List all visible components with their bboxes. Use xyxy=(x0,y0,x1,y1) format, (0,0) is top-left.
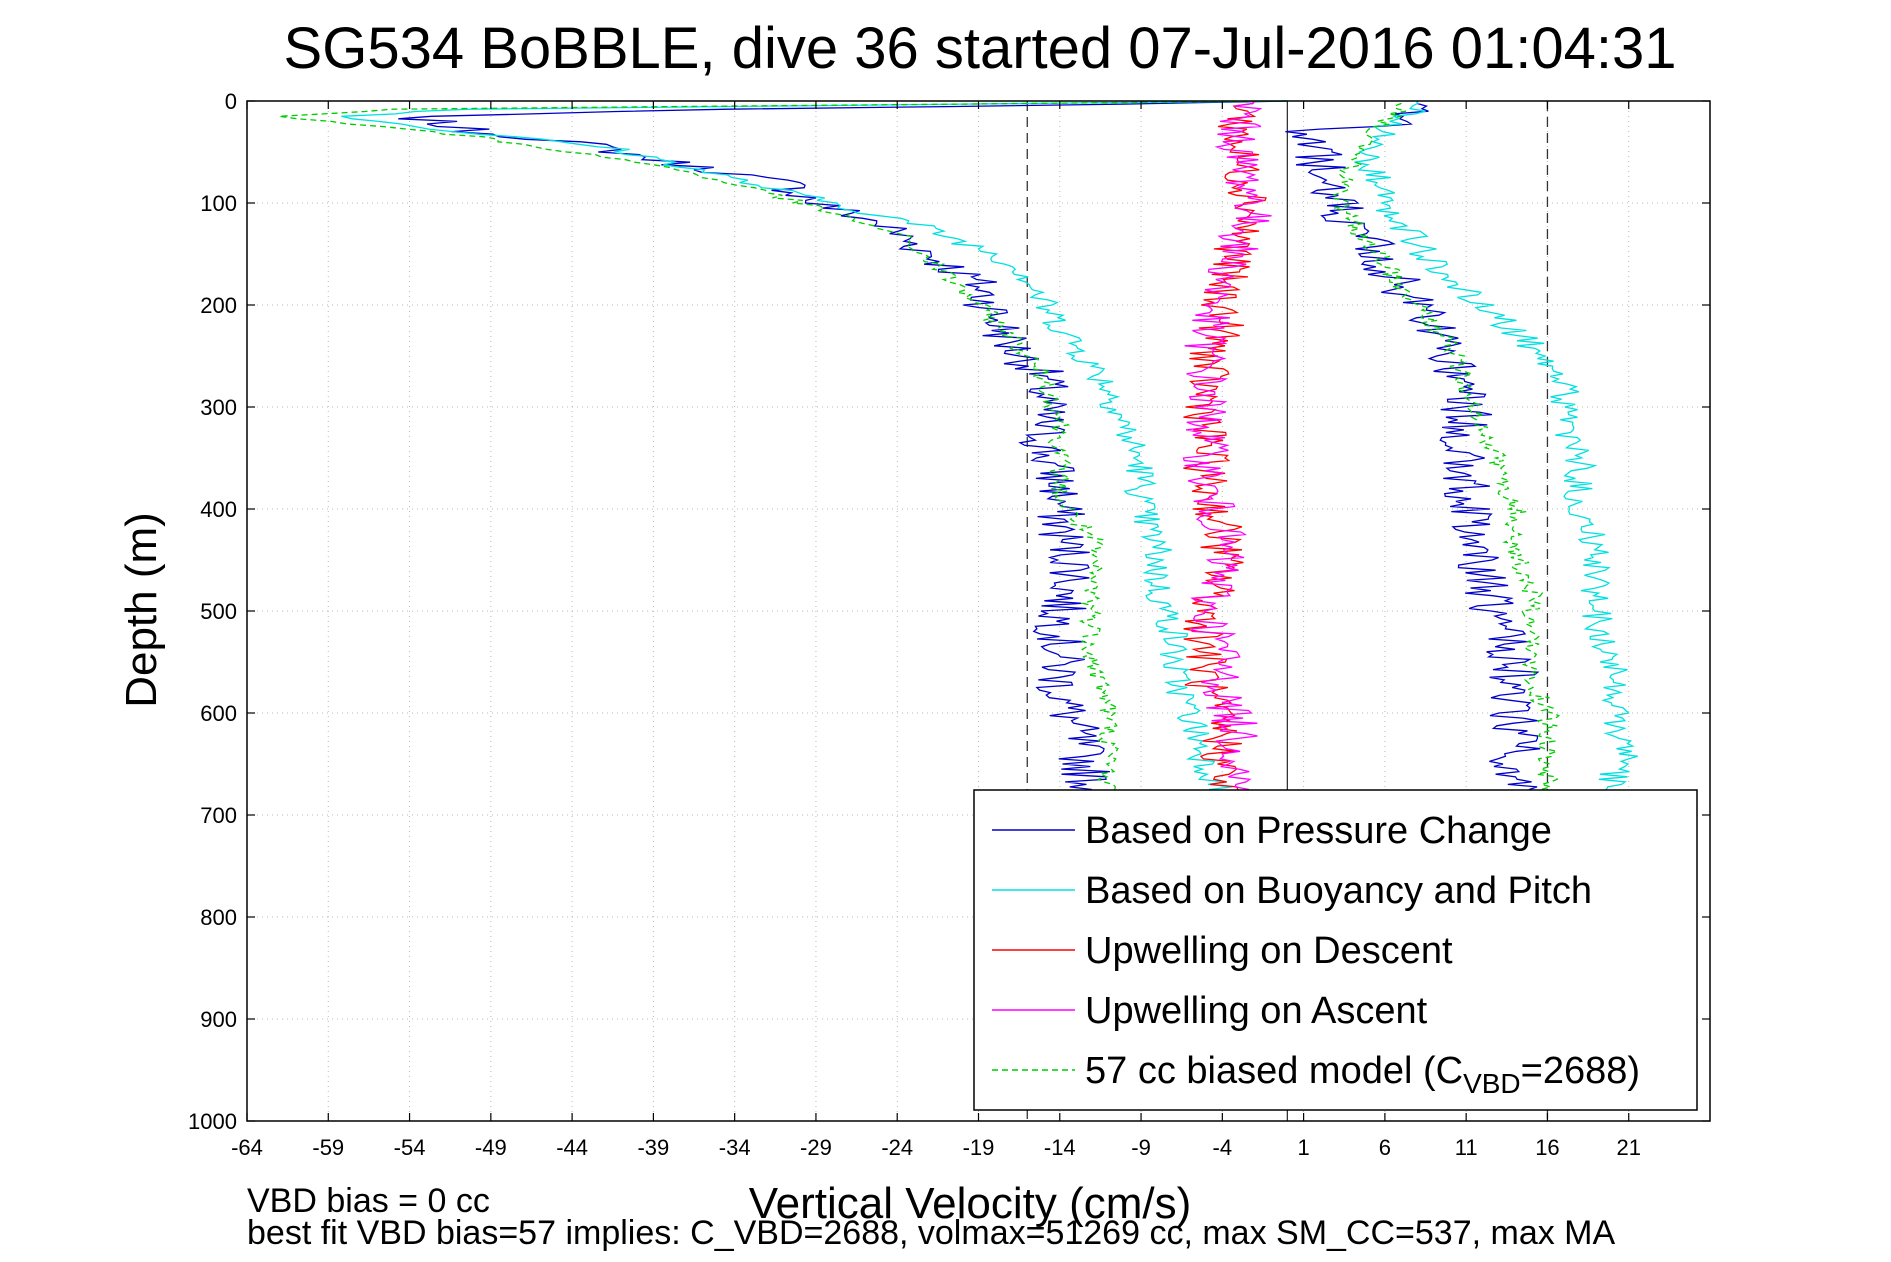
x-tick-label: -24 xyxy=(881,1135,913,1160)
series-line xyxy=(1182,100,1272,795)
x-tick-label: -44 xyxy=(556,1135,588,1160)
y-tick-label: 0 xyxy=(225,89,237,114)
x-tick-label: 6 xyxy=(1379,1135,1391,1160)
x-tick-label: -34 xyxy=(719,1135,751,1160)
series-line xyxy=(279,100,1560,796)
y-tick-label: 100 xyxy=(200,191,237,216)
x-tick-label: -64 xyxy=(231,1135,263,1160)
x-tick-label: -4 xyxy=(1213,1135,1233,1160)
x-tick-label: -19 xyxy=(963,1135,995,1160)
y-tick-label: 800 xyxy=(200,905,237,930)
x-tick-label: -49 xyxy=(475,1135,507,1160)
legend-label: Upwelling on Descent xyxy=(1085,930,1453,972)
x-tick-label: -29 xyxy=(800,1135,832,1160)
x-tick-label: -54 xyxy=(394,1135,426,1160)
legend-label: Based on Buoyancy and Pitch xyxy=(1085,870,1592,912)
x-tick-label: -14 xyxy=(1044,1135,1076,1160)
y-tick-label: 400 xyxy=(200,497,237,522)
x-tick-label: 16 xyxy=(1535,1135,1559,1160)
y-tick-label: 200 xyxy=(200,293,237,318)
legend-label: 57 cc biased model (CVBD=2688) xyxy=(1085,1050,1640,1099)
y-tick-label: 700 xyxy=(200,803,237,828)
legend-label: Based on Pressure Change xyxy=(1085,810,1552,852)
y-tick-label: 1000 xyxy=(188,1109,237,1134)
x-axis-ticks: -64 -59 -54 -49 -44 -39 -34 -29 -24 -19 -14 -9 -4 1 6 1… xyxy=(231,101,1641,1160)
x-tick-label: 1 xyxy=(1297,1135,1309,1160)
y-tick-label: 900 xyxy=(200,1007,237,1032)
x-tick-label: 21 xyxy=(1616,1135,1640,1160)
x-tick-label: -59 xyxy=(312,1135,344,1160)
y-axis-label: Depth (m) xyxy=(117,512,166,708)
y-tick-label: 300 xyxy=(200,395,237,420)
x-tick-label: -39 xyxy=(637,1135,669,1160)
y-tick-label: 600 xyxy=(200,701,237,726)
legend-label: Upwelling on Ascent xyxy=(1085,990,1428,1032)
chart-title: SG534 BoBBLE, dive 36 started 07-Jul-201… xyxy=(284,16,1677,81)
footer-bias-text: VBD bias = 0 cc xyxy=(247,1182,490,1220)
x-axis-label: Vertical Velocity (cm/s) xyxy=(749,1179,1192,1228)
legend-box xyxy=(973,789,1698,1111)
x-tick-label: 11 xyxy=(1455,1135,1478,1160)
legend: Based on Pressure Change Based on Buoyanc… xyxy=(973,789,1698,1111)
x-tick-label: -9 xyxy=(1131,1135,1151,1160)
footer-fit-text: best fit VBD bias=57 implies: C_VBD=2688… xyxy=(247,1214,1616,1252)
y-tick-label: 500 xyxy=(200,599,237,624)
y-axis-ticks: 0 100 200 300 400 500 600 700 800 900 1000 xyxy=(188,89,1710,1134)
